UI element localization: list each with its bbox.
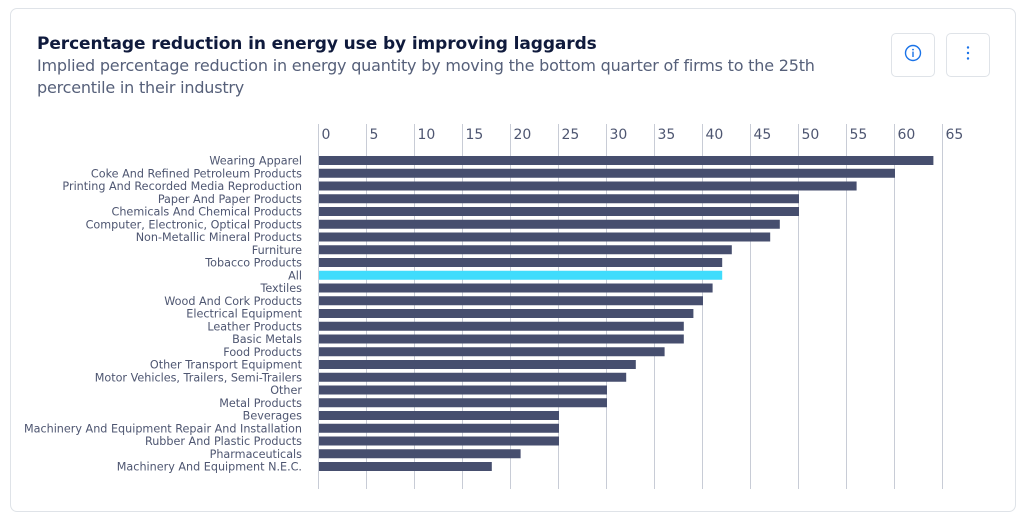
category-label: Other: [270, 384, 302, 397]
category-label: Textiles: [259, 282, 302, 295]
x-tick-label: 30: [610, 127, 628, 143]
x-tick-label: 10: [418, 127, 436, 143]
category-label: Paper And Paper Products: [158, 193, 302, 206]
x-tick-label: 25: [562, 127, 580, 143]
x-tick-label: 35: [658, 127, 676, 143]
bar[interactable]: [319, 462, 492, 471]
bar[interactable]: [319, 309, 694, 318]
chart-subtitle: Implied percentage reduction in energy q…: [37, 56, 815, 97]
category-label: Non-Metallic Mineral Products: [136, 231, 302, 244]
category-label: All: [288, 269, 302, 282]
category-label: Food Products: [223, 346, 302, 359]
category-label: Motor Vehicles, Trailers, Semi-Trailers: [95, 371, 302, 384]
category-label: Metal Products: [219, 397, 302, 410]
bar[interactable]: [319, 334, 684, 344]
bar[interactable]: [319, 232, 771, 242]
category-label: Electrical Equipment: [186, 308, 302, 321]
x-tick-label: 50: [802, 127, 820, 143]
x-tick-label: 5: [370, 127, 379, 143]
x-tick-label: 45: [754, 127, 772, 143]
bar[interactable]: [319, 385, 607, 395]
bar[interactable]: [319, 411, 559, 420]
vertical-ellipsis-icon: [965, 45, 971, 65]
bar[interactable]: [319, 219, 780, 229]
category-label: Chemicals And Chemical Products: [112, 206, 303, 219]
category-label: Pharmaceuticals: [210, 448, 303, 461]
bar[interactable]: [319, 207, 799, 216]
bar[interactable]: [319, 372, 627, 382]
category-label: Other Transport Equipment: [150, 359, 303, 372]
category-label: Furniture: [252, 244, 302, 257]
x-tick-label: 15: [466, 127, 484, 143]
category-label: Wearing Apparel: [209, 155, 302, 168]
x-tick-label: 60: [898, 127, 916, 143]
x-axis-ticks: 0 5 10 15 20 25 30 35 40 45 50 55 60 65: [322, 127, 964, 143]
bar[interactable]: [319, 168, 895, 178]
bar[interactable]: [319, 181, 857, 191]
category-label: Rubber And Plastic Products: [145, 435, 302, 448]
bar[interactable]: [319, 436, 559, 446]
x-tick-label: 20: [514, 127, 532, 143]
category-label: Machinery And Equipment N.E.C.: [117, 461, 302, 474]
category-label: Printing And Recorded Media Reproduction: [62, 180, 302, 193]
category-label: Basic Metals: [232, 333, 302, 346]
bar[interactable]: [319, 423, 559, 433]
info-circle-icon: [904, 44, 922, 66]
bar[interactable]: [319, 449, 521, 459]
x-tick-label: 40: [706, 127, 724, 143]
more-options-button[interactable]: [946, 33, 990, 77]
chart-title: Percentage reduction in energy use by im…: [37, 34, 597, 54]
category-label: Coke And Refined Petroleum Products: [91, 167, 302, 180]
bars: [319, 156, 934, 471]
bar[interactable]: [319, 245, 732, 255]
bar[interactable]: [319, 347, 665, 357]
bar[interactable]: [319, 283, 713, 293]
bar[interactable]: [319, 258, 723, 267]
category-label: Wood And Cork Products: [164, 295, 302, 308]
bar[interactable]: [319, 398, 607, 408]
gridlines: [318, 124, 943, 489]
bar-highlight[interactable]: [319, 270, 723, 280]
category-label: Computer, Electronic, Optical Products: [86, 218, 303, 231]
x-tick-label: 65: [946, 127, 964, 143]
x-tick-label: 55: [850, 127, 868, 143]
bar[interactable]: [319, 360, 636, 369]
x-tick-label: 0: [322, 127, 331, 143]
category-label: Machinery And Equipment Repair And Insta…: [24, 422, 302, 435]
category-label: Leather Products: [207, 320, 302, 333]
bar[interactable]: [319, 296, 703, 306]
category-label: Tobacco Products: [204, 257, 302, 270]
bar[interactable]: [319, 321, 684, 331]
bar[interactable]: [319, 156, 934, 165]
bar[interactable]: [319, 194, 799, 204]
category-label: Beverages: [243, 410, 303, 423]
info-button[interactable]: [891, 33, 935, 77]
